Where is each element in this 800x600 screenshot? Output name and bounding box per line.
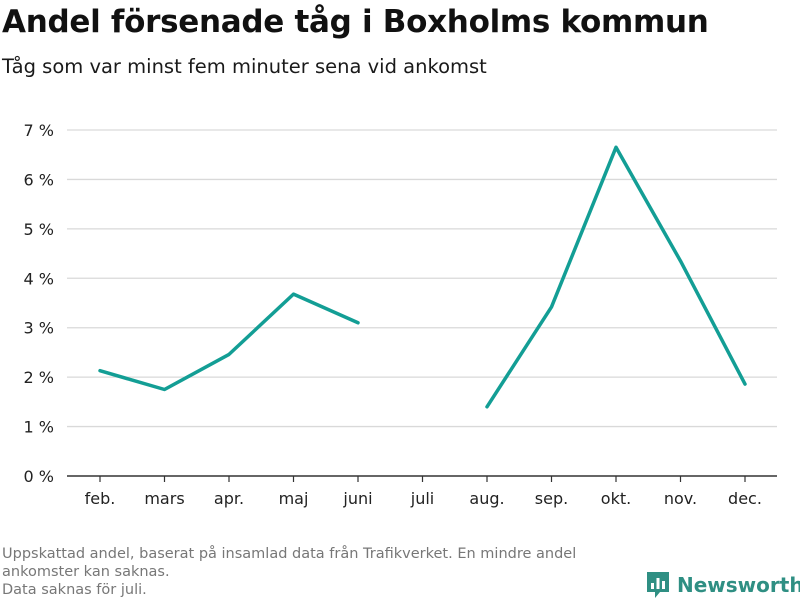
x-tick-label: okt. (601, 489, 631, 508)
footnote-line: ankomster kan saknas. (2, 564, 170, 580)
newsworthy-logo-icon (647, 572, 669, 598)
series-line (485, 145, 747, 409)
series-line (98, 292, 360, 392)
footnote-line: Uppskattad andel, baserat på insamlad da… (2, 546, 577, 562)
x-tick-label: aug. (469, 489, 504, 508)
chart-footnote: Uppskattad andel, baserat på insamlad da… (2, 545, 642, 599)
x-tick-label: maj (279, 489, 309, 508)
y-tick-label: 5 % (24, 220, 54, 239)
brand-logo: Newsworthy (645, 570, 800, 600)
y-tick-label: 3 % (24, 319, 54, 338)
y-tick-label: 4 % (24, 269, 54, 288)
line-chart: 0 % 1 % 2 % 3 % 4 % 5 % 6 % 7 % feb. mars apr. maj j… (24, 121, 777, 508)
x-tick-label: juli (410, 489, 434, 508)
x-tick-label: sep. (535, 489, 568, 508)
x-tick-label: feb. (85, 489, 116, 508)
x-tick-label: nov. (664, 489, 697, 508)
chart-subtitle: Tåg som var minst fem minuter sena vid a… (2, 55, 487, 78)
footnote-line: Data saknas för juli. (2, 582, 147, 598)
y-tick-label: 1 % (24, 418, 54, 437)
x-tick-label: mars (144, 489, 184, 508)
y-tick-label: 7 % (24, 121, 54, 140)
x-tick-label: dec. (728, 489, 762, 508)
y-tick-label: 2 % (24, 368, 54, 387)
x-tick-label: juni (342, 489, 372, 508)
y-tick-label: 6 % (24, 170, 54, 189)
brand-name: Newsworthy (677, 573, 800, 597)
y-tick-label: 0 % (24, 467, 54, 486)
chart-title: Andel försenade tåg i Boxholms kommun (2, 4, 709, 40)
x-tick-label: apr. (214, 489, 244, 508)
